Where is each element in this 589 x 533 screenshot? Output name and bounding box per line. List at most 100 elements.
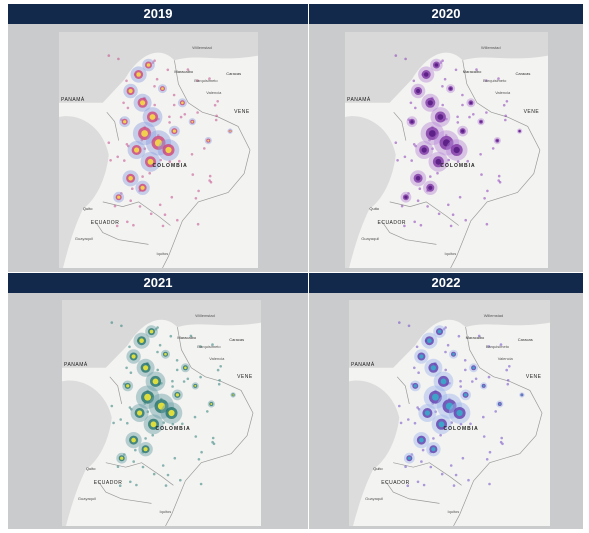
incident-point bbox=[429, 465, 433, 469]
caribbean-sea bbox=[345, 32, 548, 103]
incident-point bbox=[176, 218, 179, 222]
pacific-ocean bbox=[349, 380, 400, 526]
incident-point bbox=[396, 159, 399, 162]
incident-point bbox=[199, 375, 202, 379]
hotspot-core bbox=[453, 146, 460, 154]
incident-point bbox=[449, 224, 453, 228]
map-label-valencia: Valencia bbox=[497, 355, 513, 361]
hotspot-core bbox=[427, 338, 432, 343]
incident-point bbox=[399, 421, 403, 425]
hotspot-core bbox=[141, 130, 148, 137]
incident-point bbox=[141, 175, 144, 178]
incident-point bbox=[171, 422, 175, 426]
incident-point bbox=[416, 406, 419, 409]
incident-point bbox=[477, 334, 481, 338]
incident-point bbox=[394, 54, 398, 57]
hotspot-core bbox=[498, 403, 501, 405]
map-label-guayaquil: Guayaquil bbox=[77, 495, 96, 501]
incident-point bbox=[170, 195, 174, 199]
map-layer bbox=[349, 300, 550, 526]
incident-point bbox=[182, 380, 186, 383]
incident-point bbox=[414, 106, 417, 110]
incident-point bbox=[127, 144, 130, 148]
incident-point bbox=[469, 422, 472, 426]
map-label-willemstad: Willemstad bbox=[192, 45, 212, 51]
incident-point bbox=[434, 410, 437, 413]
incident-point bbox=[110, 404, 114, 408]
map-label-venezuela: VENE bbox=[525, 373, 542, 380]
incident-point bbox=[141, 465, 145, 469]
incident-point bbox=[414, 144, 417, 148]
incident-point bbox=[172, 103, 176, 107]
hotspot-core bbox=[427, 100, 433, 106]
incident-point bbox=[410, 159, 413, 162]
incident-point bbox=[485, 458, 489, 461]
incident-point bbox=[146, 410, 150, 413]
incident-point bbox=[120, 192, 123, 195]
incident-point bbox=[164, 484, 168, 487]
hotspot-core bbox=[184, 366, 187, 370]
incident-point bbox=[422, 483, 426, 487]
map-label-quito: Quito bbox=[82, 205, 93, 211]
incident-point bbox=[497, 77, 500, 80]
incident-point bbox=[502, 103, 506, 107]
hotspot-core bbox=[430, 365, 436, 371]
hotspot-core bbox=[128, 88, 133, 94]
incident-point bbox=[444, 350, 447, 354]
incident-point bbox=[159, 158, 162, 162]
panel-2020: 2020 PANAMÁ COLOMBIA ECUADOR VENE Caracas Mar… bbox=[309, 4, 583, 272]
incident-point bbox=[417, 408, 421, 411]
incident-point bbox=[483, 197, 486, 200]
hotspot-core bbox=[472, 366, 475, 370]
incident-point bbox=[466, 159, 469, 163]
map-label-venezuela: VENE bbox=[234, 108, 250, 115]
heatmap-2019: PANAMÁ COLOMBIA ECUADOR VENE Caracas Maracaib… bbox=[59, 32, 258, 268]
incident-point bbox=[120, 324, 123, 328]
incident-point bbox=[107, 141, 111, 144]
hotspot-core bbox=[149, 329, 154, 334]
hotspot-core bbox=[143, 447, 148, 452]
map-label-barquisimeto: Barquisimeto bbox=[194, 78, 218, 84]
incident-point bbox=[441, 59, 444, 62]
incident-point bbox=[447, 158, 450, 162]
map-label-venezuela: VENE bbox=[237, 373, 253, 380]
incident-point bbox=[480, 173, 483, 176]
map-label-maracaibo: Maracaibo bbox=[462, 68, 482, 74]
hotspot-core bbox=[165, 146, 172, 154]
map-label-panama: PANAMÁ bbox=[61, 97, 85, 104]
hotspot-core bbox=[432, 393, 439, 401]
hotspot-core bbox=[434, 63, 439, 67]
incident-point bbox=[193, 415, 197, 419]
map-label-panama: PANAMÁ bbox=[64, 362, 88, 369]
map-label-valencia: Valencia bbox=[495, 90, 511, 95]
hotspot-core bbox=[437, 114, 444, 120]
map-layer bbox=[59, 32, 258, 268]
incident-point bbox=[196, 111, 199, 114]
hotspot-core bbox=[416, 88, 421, 94]
incident-point bbox=[420, 460, 423, 463]
incident-point bbox=[459, 379, 462, 383]
panel-2019: 2019 PANAMÁ COLOMBIA ECUADOR VENE Caracas Mar… bbox=[8, 4, 308, 272]
map-label-caracas: Caracas bbox=[517, 337, 533, 343]
country-border bbox=[165, 327, 254, 526]
incident-point bbox=[403, 224, 406, 228]
incident-point bbox=[158, 343, 162, 347]
incident-point bbox=[126, 220, 129, 224]
incident-point bbox=[461, 456, 465, 460]
incident-point bbox=[211, 343, 214, 346]
map-label-guayaquil: Guayaquil bbox=[361, 236, 380, 242]
incident-point bbox=[452, 484, 456, 487]
map-label-ecuador: ECUADOR bbox=[377, 219, 407, 226]
incident-point bbox=[155, 77, 159, 81]
incident-point bbox=[151, 433, 154, 437]
incident-point bbox=[508, 365, 511, 368]
hotspot-core bbox=[137, 410, 143, 416]
hotspot-core bbox=[123, 120, 127, 124]
incident-point bbox=[168, 160, 172, 163]
incident-point bbox=[211, 436, 215, 440]
map-label-ecuador: ECUADOR bbox=[90, 219, 120, 226]
incident-point bbox=[196, 79, 199, 82]
hotspot-core bbox=[464, 393, 468, 397]
country-border bbox=[393, 462, 462, 486]
incident-point bbox=[189, 334, 193, 338]
